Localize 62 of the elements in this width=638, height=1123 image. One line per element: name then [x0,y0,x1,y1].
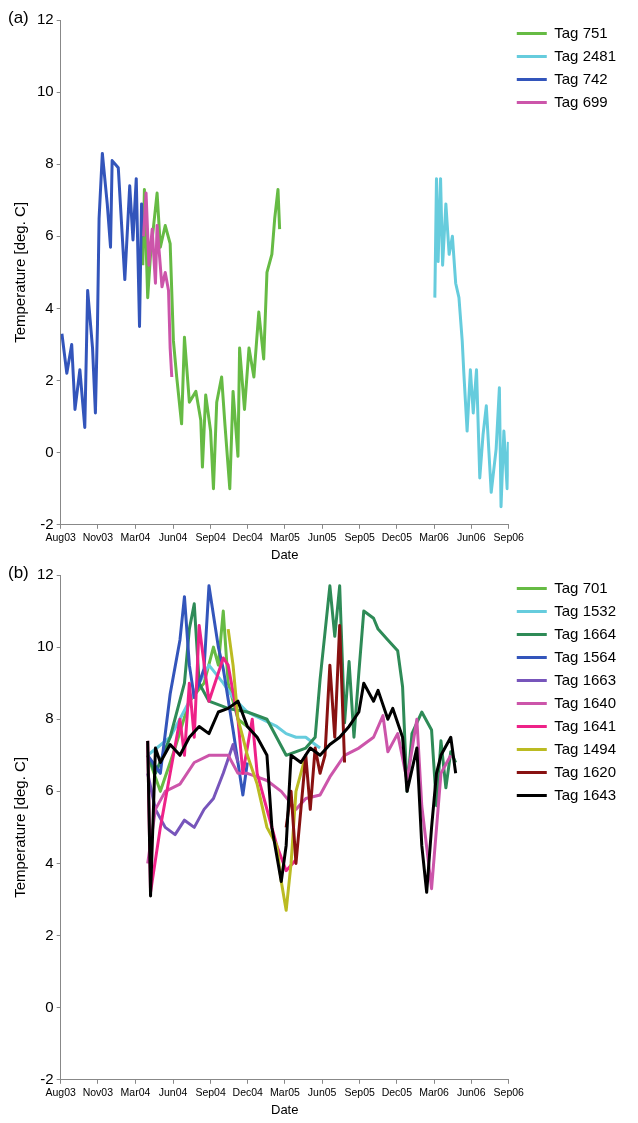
x-axis-title: Date [271,1101,299,1117]
x-tick-label: Dec05 [381,1085,413,1098]
y-tick-label: 12 [37,10,54,28]
x-tick-label: Nov03 [82,530,114,543]
x-tick-label: Jun04 [158,530,188,543]
legend-label: Tag 2481 [554,46,617,64]
x-tick-label: Mar04 [120,530,151,543]
y-tick-label: 8 [45,709,54,727]
y-tick-label: 8 [45,154,54,172]
x-tick-label: Jun05 [307,1085,337,1098]
y-tick-label: 2 [45,925,54,943]
x-tick-label: Mar06 [419,1085,450,1098]
legend-label: Tag 699 [554,92,608,110]
x-tick-label: Mar05 [270,530,300,543]
legend-label: Tag 1641 [554,716,617,734]
y-tick-label: 10 [37,82,54,100]
legend-label: Tag 1620 [554,762,617,780]
chart-title: (b) [8,563,29,583]
legend-label: Tag 701 [554,578,608,596]
legend-label: Tag 742 [554,69,608,87]
x-tick-label: Dec04 [232,530,264,543]
legend-label: Tag 751 [554,23,608,41]
x-axis-title: Date [271,546,299,562]
y-tick-label: 6 [45,781,54,799]
legend-label: Tag 1494 [554,739,617,757]
x-tick-label: Mar04 [120,1085,151,1098]
x-tick-label: Jun06 [456,1085,486,1098]
legend-label: Tag 1640 [554,693,617,711]
x-tick-label: Dec05 [381,530,413,543]
y-tick-label: -2 [40,514,54,532]
x-tick-label: Nov03 [82,1085,114,1098]
y-tick-label: 12 [37,565,54,583]
x-tick-label: Jun04 [158,1085,188,1098]
y-axis-title: Temperature [deg. C] [11,756,29,898]
x-tick-label: Sep06 [493,1085,525,1098]
x-tick-label: Dec04 [232,1085,264,1098]
legend-label: Tag 1564 [554,647,617,665]
y-tick-label: -2 [40,1069,54,1087]
legend-label: Tag 1643 [554,785,617,803]
x-tick-label: Jun05 [307,530,337,543]
legend-label: Tag 1532 [554,601,617,619]
x-tick-label: Jun06 [456,530,486,543]
x-tick-label: Sep04 [195,1085,226,1098]
y-tick-label: 0 [45,442,54,460]
y-tick-label: 4 [45,298,54,316]
x-tick-label: Aug03 [45,530,77,543]
y-tick-label: 2 [45,370,54,388]
x-tick-label: Aug03 [45,1085,77,1098]
x-tick-label: Sep05 [344,530,376,543]
x-tick-label: Sep06 [493,530,525,543]
x-tick-label: Mar06 [419,530,450,543]
legend-label: Tag 1664 [554,624,617,642]
y-tick-label: 4 [45,853,54,871]
y-tick-label: 6 [45,226,54,244]
x-tick-label: Sep04 [195,530,226,543]
x-tick-label: Mar05 [270,1085,300,1098]
y-tick-label: 10 [37,637,54,655]
chart-title: (a) [8,8,29,28]
y-tick-label: 0 [45,997,54,1015]
legend-label: Tag 1663 [554,670,617,688]
y-axis-title: Temperature [deg. C] [11,201,29,343]
x-tick-label: Sep05 [344,1085,376,1098]
